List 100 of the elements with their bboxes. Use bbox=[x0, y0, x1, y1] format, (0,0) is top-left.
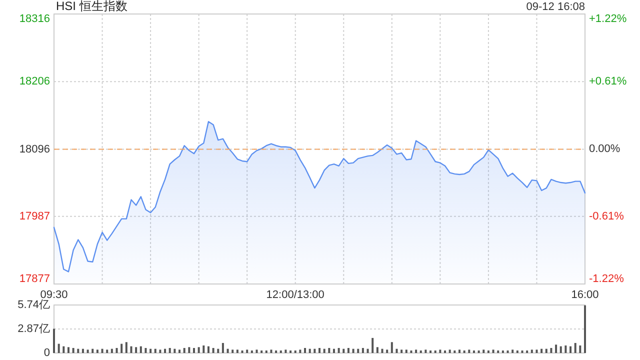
bar bbox=[434, 350, 436, 353]
y-tick-label: 18316 bbox=[19, 13, 50, 25]
bar bbox=[357, 348, 360, 353]
x-tick-label: 12:00/13:00 bbox=[266, 289, 324, 301]
bar bbox=[454, 350, 456, 353]
bar bbox=[236, 350, 238, 353]
bar bbox=[174, 348, 176, 353]
bar bbox=[506, 350, 509, 353]
bar bbox=[314, 348, 316, 353]
bar bbox=[150, 348, 152, 353]
y2-tick-label: +0.61% bbox=[589, 76, 627, 88]
bar bbox=[290, 350, 292, 353]
bar bbox=[472, 350, 475, 353]
bar bbox=[178, 350, 181, 353]
bar bbox=[159, 350, 162, 353]
bar bbox=[53, 328, 55, 353]
bar bbox=[67, 347, 70, 353]
bar bbox=[497, 350, 500, 353]
bar bbox=[86, 350, 89, 353]
bar bbox=[396, 348, 398, 353]
bar bbox=[82, 348, 84, 353]
bar bbox=[275, 350, 278, 353]
y2-tick-label: -0.61% bbox=[589, 210, 624, 222]
bar bbox=[144, 348, 147, 353]
bar bbox=[540, 348, 543, 353]
bar bbox=[198, 347, 200, 353]
bar bbox=[246, 350, 248, 353]
y-tick-label: 0 bbox=[44, 347, 50, 359]
bar bbox=[294, 350, 296, 353]
bar bbox=[458, 350, 460, 353]
bar bbox=[420, 350, 422, 353]
bar bbox=[304, 348, 306, 353]
bar bbox=[135, 347, 138, 353]
y-tick-label: 18096 bbox=[19, 143, 50, 156]
bar bbox=[468, 350, 470, 353]
bar bbox=[77, 348, 80, 353]
bar bbox=[502, 350, 504, 353]
bar bbox=[318, 348, 320, 353]
bar bbox=[550, 348, 552, 353]
bar bbox=[381, 348, 384, 353]
bar bbox=[386, 350, 388, 353]
bar bbox=[308, 348, 311, 353]
bar bbox=[116, 348, 118, 353]
bar bbox=[106, 350, 108, 353]
bar bbox=[530, 350, 533, 353]
bar bbox=[207, 346, 210, 353]
bar bbox=[516, 350, 518, 353]
bar bbox=[536, 350, 538, 353]
y-tick-label: 17877 bbox=[19, 273, 50, 285]
bar bbox=[101, 348, 104, 353]
bar bbox=[328, 348, 330, 353]
bar bbox=[154, 348, 156, 353]
bar bbox=[284, 350, 287, 353]
bar bbox=[463, 350, 466, 353]
text: 09-12 16:08 bbox=[526, 1, 585, 13]
bar bbox=[188, 347, 190, 353]
bar bbox=[366, 348, 369, 353]
bar bbox=[332, 348, 335, 353]
bar bbox=[342, 348, 345, 353]
bar bbox=[226, 348, 229, 353]
y-tick-label: 5.74亿 bbox=[18, 299, 50, 311]
bar bbox=[299, 350, 302, 353]
bar bbox=[372, 338, 374, 353]
y-tick-label: 2.87亿 bbox=[18, 323, 50, 335]
bar bbox=[130, 346, 132, 353]
y-tick-label: 18206 bbox=[19, 76, 50, 88]
y-tick-label: 17987 bbox=[19, 210, 50, 222]
bar bbox=[570, 346, 572, 353]
bar bbox=[110, 348, 113, 353]
bar bbox=[584, 305, 586, 353]
bar bbox=[574, 342, 576, 353]
bar bbox=[376, 347, 378, 353]
x-tick-label: 16:00 bbox=[571, 289, 599, 301]
bar bbox=[250, 350, 253, 353]
bar bbox=[338, 348, 340, 353]
bar bbox=[521, 350, 524, 353]
bar bbox=[362, 348, 364, 353]
bar bbox=[347, 348, 350, 353]
bar bbox=[560, 346, 562, 353]
bar bbox=[212, 348, 214, 353]
bar bbox=[280, 350, 282, 353]
chart-title: HSI 恒生指数 bbox=[56, 0, 128, 13]
x-tick-label: 09:30 bbox=[40, 289, 68, 301]
bar bbox=[222, 342, 224, 353]
bar bbox=[260, 350, 263, 353]
bar bbox=[183, 348, 186, 353]
bar bbox=[492, 350, 494, 353]
bar bbox=[62, 346, 65, 353]
bar bbox=[564, 345, 567, 353]
bar bbox=[323, 348, 326, 353]
bar bbox=[92, 348, 94, 353]
bar bbox=[168, 348, 171, 353]
bar bbox=[444, 350, 446, 353]
bar bbox=[526, 350, 528, 353]
bar bbox=[555, 344, 558, 353]
y2-tick-label: +1.22% bbox=[589, 13, 627, 25]
bar bbox=[192, 348, 195, 353]
bar bbox=[232, 350, 234, 353]
bar bbox=[265, 350, 268, 353]
bar bbox=[72, 348, 74, 353]
